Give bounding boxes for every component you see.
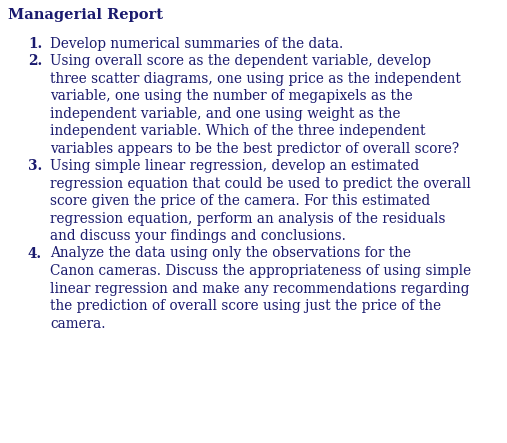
Text: the prediction of overall score using just the price of the: the prediction of overall score using ju…	[50, 299, 441, 313]
Text: 1.: 1.	[28, 36, 42, 51]
Text: Using overall score as the dependent variable, develop: Using overall score as the dependent var…	[50, 54, 431, 68]
Text: Develop numerical summaries of the data.: Develop numerical summaries of the data.	[50, 36, 343, 51]
Text: 3.: 3.	[28, 159, 42, 173]
Text: Using simple linear regression, develop an estimated: Using simple linear regression, develop …	[50, 159, 419, 173]
Text: independent variable. Which of the three independent: independent variable. Which of the three…	[50, 124, 425, 138]
Text: camera.: camera.	[50, 316, 105, 330]
Text: three scatter diagrams, one using price as the independent: three scatter diagrams, one using price …	[50, 71, 461, 85]
Text: 2.: 2.	[28, 54, 42, 68]
Text: regression equation, perform an analysis of the residuals: regression equation, perform an analysis…	[50, 211, 446, 225]
Text: independent variable, and one using weight as the: independent variable, and one using weig…	[50, 106, 401, 120]
Text: and discuss your findings and conclusions.: and discuss your findings and conclusion…	[50, 229, 346, 243]
Text: regression equation that could be used to predict the overall: regression equation that could be used t…	[50, 176, 471, 190]
Text: variables appears to be the best predictor of overall score?: variables appears to be the best predict…	[50, 141, 459, 155]
Text: linear regression and make any recommendations regarding: linear regression and make any recommend…	[50, 281, 469, 295]
Text: Managerial Report: Managerial Report	[8, 8, 163, 22]
Text: 4.: 4.	[28, 246, 42, 260]
Text: Canon cameras. Discuss the appropriateness of using simple: Canon cameras. Discuss the appropriatene…	[50, 264, 471, 278]
Text: Analyze the data using only the observations for the: Analyze the data using only the observat…	[50, 246, 411, 260]
Text: variable, one using the number of megapixels as the: variable, one using the number of megapi…	[50, 89, 413, 103]
Text: score given the price of the camera. For this estimated: score given the price of the camera. For…	[50, 194, 430, 208]
